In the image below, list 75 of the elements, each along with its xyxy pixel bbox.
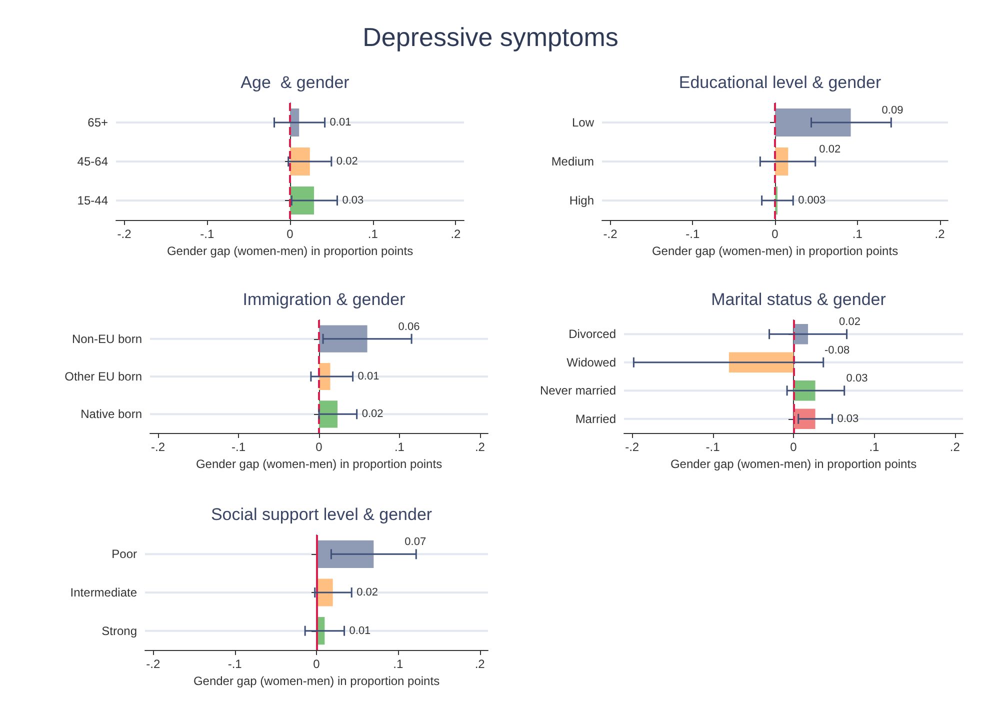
bar — [290, 186, 314, 215]
x-tick-label: -.2 — [625, 440, 640, 454]
y-tick-label: Never married — [540, 384, 616, 398]
chart-title: Immigration & gender — [242, 290, 406, 309]
x-tick-label: -.1 — [200, 227, 214, 241]
y-tick-label: Divorced — [568, 327, 616, 342]
data-label: 0.02 — [336, 156, 358, 168]
x-tick-label: -.2 — [146, 657, 160, 671]
x-tick-label: .2 — [934, 227, 946, 241]
data-label: 0.02 — [362, 408, 384, 420]
x-axis-title: Gender gap (women-men) in proportion points — [166, 244, 414, 258]
x-tick-label: .2 — [950, 440, 960, 454]
y-tick-label: 45-64 — [77, 154, 108, 168]
x-tick-label: .1 — [394, 440, 405, 454]
chart-title: Marital status & gender — [711, 290, 886, 309]
bar — [290, 147, 310, 176]
data-label: 0.03 — [342, 194, 364, 206]
x-axis-title: Gender gap (women-men) in proportion points — [196, 456, 442, 471]
x-tick-label: .1 — [852, 227, 863, 241]
x-tick-label: 0 — [286, 227, 294, 241]
x-tick-label: .1 — [368, 227, 378, 241]
x-tick-label: .2 — [450, 227, 462, 241]
data-label: 0.02 — [839, 316, 860, 328]
bar — [316, 540, 374, 568]
x-tick-label: 0 — [790, 440, 798, 454]
data-label: 0.02 — [819, 144, 841, 156]
x-axis-title: Gender gap (women-men) in proportion points — [652, 244, 898, 258]
data-label: -0.08 — [824, 344, 850, 356]
x-tick-label: -.1 — [232, 440, 246, 454]
data-label: 0.01 — [330, 116, 352, 128]
data-label: 0.03 — [846, 372, 868, 385]
data-label: 0.01 — [358, 370, 380, 382]
x-tick-label: 0 — [772, 227, 779, 241]
data-label: 0.02 — [356, 586, 378, 598]
x-tick-label: .2 — [474, 440, 486, 454]
x-tick-label: .1 — [393, 657, 404, 671]
bar — [319, 400, 338, 428]
x-tick-label: -.2 — [117, 227, 132, 241]
text: Depressive symptoms — [362, 22, 620, 53]
chart-title: Educational level & gender — [678, 73, 882, 92]
y-tick-label: 65+ — [88, 116, 108, 130]
data-label: 0.01 — [349, 624, 371, 637]
data-label: 0.07 — [404, 536, 426, 548]
x-axis-title: Gender gap (women-men) in proportion points — [193, 674, 440, 688]
chart-title: Social support level & gender — [210, 505, 432, 524]
x-tick-label: .1 — [869, 440, 880, 454]
bar — [775, 108, 851, 137]
y-tick-label: Medium — [551, 154, 594, 168]
y-tick-label: Native born — [80, 407, 142, 422]
y-tick-label: Non-EU born — [72, 332, 142, 346]
x-tick-label: -.1 — [706, 440, 720, 454]
y-tick-label: Married — [575, 412, 616, 426]
data-label: 0.06 — [398, 320, 420, 333]
x-tick-label: -.2 — [151, 440, 166, 454]
y-tick-label: 15-44 — [77, 194, 108, 208]
y-tick-label: Widowed — [566, 355, 616, 370]
x-tick-label: -.1 — [686, 227, 700, 241]
chart-title: Age & gender — [240, 73, 350, 92]
bar — [728, 352, 794, 373]
data-label: 0.003 — [798, 194, 826, 206]
y-tick-label: Low — [572, 116, 594, 130]
data-label: 0.03 — [837, 412, 859, 425]
y-tick-label: Poor — [112, 547, 137, 562]
x-axis-title: Gender gap (women-men) in proportion points — [670, 456, 917, 471]
x-tick-label: -.2 — [603, 227, 618, 241]
data-label: 0.09 — [882, 104, 904, 116]
x-tick-label: 0 — [313, 657, 320, 671]
bar — [319, 325, 368, 352]
x-tick-label: .2 — [474, 657, 486, 671]
x-tick-label: 0 — [316, 440, 323, 454]
x-tick-label: -.1 — [228, 657, 242, 671]
y-tick-label: Intermediate — [70, 586, 138, 600]
y-tick-label: Other EU born — [64, 370, 142, 384]
y-tick-label: High — [569, 194, 594, 208]
y-tick-label: Strong — [102, 624, 137, 638]
